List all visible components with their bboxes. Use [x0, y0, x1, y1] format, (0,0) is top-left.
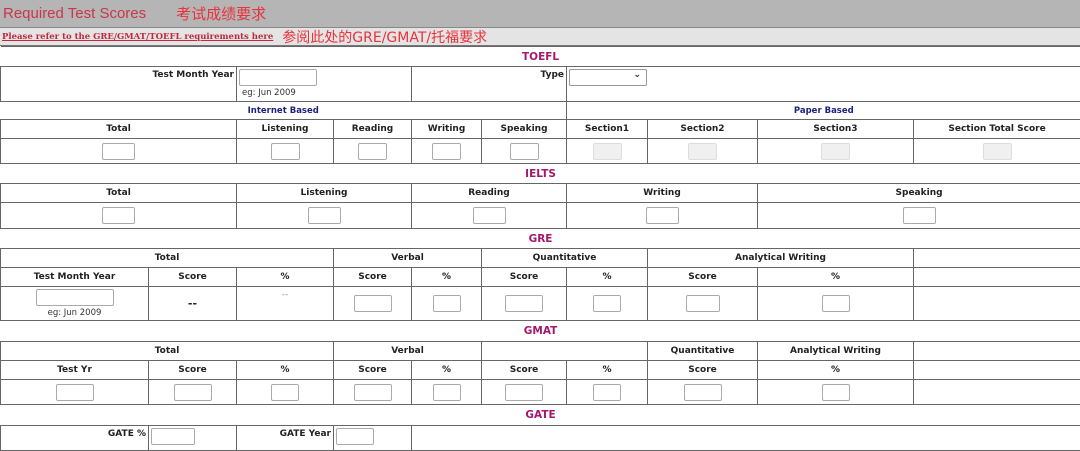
column-header: Score — [148, 267, 237, 287]
ielts-total-input[interactable] — [102, 207, 135, 224]
gre-quant-score-input[interactable] — [505, 295, 543, 312]
column-header: Score — [647, 360, 758, 380]
column-header: Section2 — [647, 119, 758, 139]
gre-total-percent: -- — [236, 286, 334, 321]
group-header: Quantitative — [647, 341, 758, 361]
group-header: Analytical Writing — [647, 248, 914, 268]
gate-year-label: GATE Year — [236, 425, 334, 451]
column-header: Score — [333, 267, 412, 287]
gmat-aw-percent-input[interactable] — [821, 383, 850, 401]
group-header: Total — [0, 248, 334, 268]
column-header: % — [566, 360, 648, 380]
column-header: Listening — [236, 183, 412, 203]
paper-based-label: Paper Based — [565, 101, 1080, 120]
toefl-date-hint: eg: Jun 2009 — [242, 88, 296, 98]
group-header: Verbal — [333, 248, 482, 268]
page-title-translation: 考试成绩要求 — [176, 5, 267, 23]
gmat-total-percent-input[interactable] — [271, 383, 299, 401]
ielts-writing-input[interactable] — [645, 207, 679, 224]
column-header: Section3 — [757, 119, 914, 139]
column-header: % — [236, 267, 334, 287]
toefl-reading-input[interactable] — [358, 142, 387, 160]
gate-year-input[interactable] — [336, 428, 374, 445]
column-header: % — [236, 360, 334, 380]
gmat-section-title: GMAT — [0, 320, 1080, 342]
gmat-score-input[interactable] — [505, 383, 543, 401]
gmat-percent-input[interactable] — [593, 383, 621, 401]
gre-verbal-percent-input[interactable] — [432, 295, 461, 312]
gre-test-month-year-input[interactable] — [35, 289, 114, 306]
column-header: Score — [481, 360, 567, 380]
group-header: Quantitative — [481, 248, 648, 268]
gmat-quant-score-input[interactable] — [683, 383, 722, 401]
column-header: Total — [0, 183, 237, 203]
test-scores-form: TOEFL Test Month Year eg: Jun 2009 Type … — [0, 46, 1080, 451]
toefl-total-input[interactable] — [102, 142, 135, 160]
column-header: Section1 — [566, 119, 648, 139]
column-header: Score — [333, 360, 412, 380]
toefl-speaking-input[interactable] — [509, 142, 539, 160]
gre-aw-percent-input[interactable] — [821, 295, 850, 312]
gate-percent-label: GATE % — [0, 425, 149, 451]
toefl-section-title: TOEFL — [0, 46, 1080, 67]
column-header: Speaking — [481, 119, 567, 139]
requirements-link[interactable]: Please refer to the GRE/GMAT/TOEFL requi… — [2, 31, 274, 42]
gre-section-title: GRE — [0, 228, 1080, 249]
gmat-test-yr-input[interactable] — [55, 383, 94, 401]
column-header: Total — [0, 119, 237, 139]
toefl-listening-input[interactable] — [270, 142, 300, 160]
toefl-section1-input[interactable] — [592, 142, 622, 160]
gmat-verbal-percent-input[interactable] — [432, 383, 461, 401]
toefl-section2-input[interactable] — [688, 142, 717, 160]
ielts-section-title: IELTS — [0, 163, 1080, 184]
column-header: % — [411, 267, 482, 287]
column-header: % — [566, 267, 648, 287]
page-header: Required Test Scores 考试成绩要求 — [0, 0, 1080, 28]
toefl-type-label: Type — [411, 66, 567, 102]
column-header: Score — [481, 267, 567, 287]
column-header: Reading — [411, 183, 567, 203]
column-header: Listening — [236, 119, 334, 139]
group-header: Total — [0, 341, 334, 361]
gre-total-score: -- — [148, 286, 237, 321]
column-header: Speaking — [756, 183, 1080, 203]
column-header: Writing — [411, 119, 482, 139]
chevron-down-icon: ⌄ — [633, 70, 641, 80]
group-header: Analytical Writing — [757, 341, 914, 361]
column-header: Reading — [333, 119, 412, 139]
gmat-verbal-score-input[interactable] — [353, 383, 392, 401]
toefl-writing-input[interactable] — [432, 142, 461, 160]
page-title: Required Test Scores — [3, 5, 147, 22]
link-translation: 参阅此处的GRE/GMAT/托福要求 — [282, 29, 488, 46]
column-header: Score — [647, 267, 758, 287]
column-header: Test Yr — [0, 360, 149, 380]
gre-quant-percent-input[interactable] — [593, 295, 621, 312]
gre-verbal-score-input[interactable] — [353, 295, 392, 312]
toefl-test-month-year-input[interactable] — [239, 69, 317, 86]
link-bar: Please refer to the GRE/GMAT/TOEFL requi… — [0, 28, 1080, 46]
toefl-type-select[interactable]: ⌄ — [569, 69, 647, 86]
ielts-speaking-input[interactable] — [902, 207, 936, 224]
ielts-reading-input[interactable] — [472, 207, 506, 224]
gate-section-title: GATE — [0, 404, 1080, 426]
column-header: % — [411, 360, 482, 380]
column-header: % — [757, 360, 914, 380]
gre-aw-score-input[interactable] — [685, 295, 720, 312]
column-header: Writing — [566, 183, 758, 203]
column-header: Score — [148, 360, 237, 380]
toefl-section-total-input[interactable] — [982, 142, 1012, 160]
column-header: Section Total Score — [912, 119, 1080, 139]
column-header: % — [757, 267, 914, 287]
toefl-section3-input[interactable] — [821, 142, 850, 160]
ielts-listening-input[interactable] — [307, 207, 341, 224]
toefl-test-month-year-label: Test Month Year — [0, 66, 237, 102]
group-header: Verbal — [333, 341, 482, 361]
internet-based-label: Internet Based — [0, 101, 567, 120]
gate-percent-input[interactable] — [151, 428, 195, 445]
gmat-total-score-input[interactable] — [173, 383, 212, 401]
column-header: Test Month Year — [0, 267, 149, 287]
gre-date-hint: eg: Jun 2009 — [47, 308, 102, 318]
